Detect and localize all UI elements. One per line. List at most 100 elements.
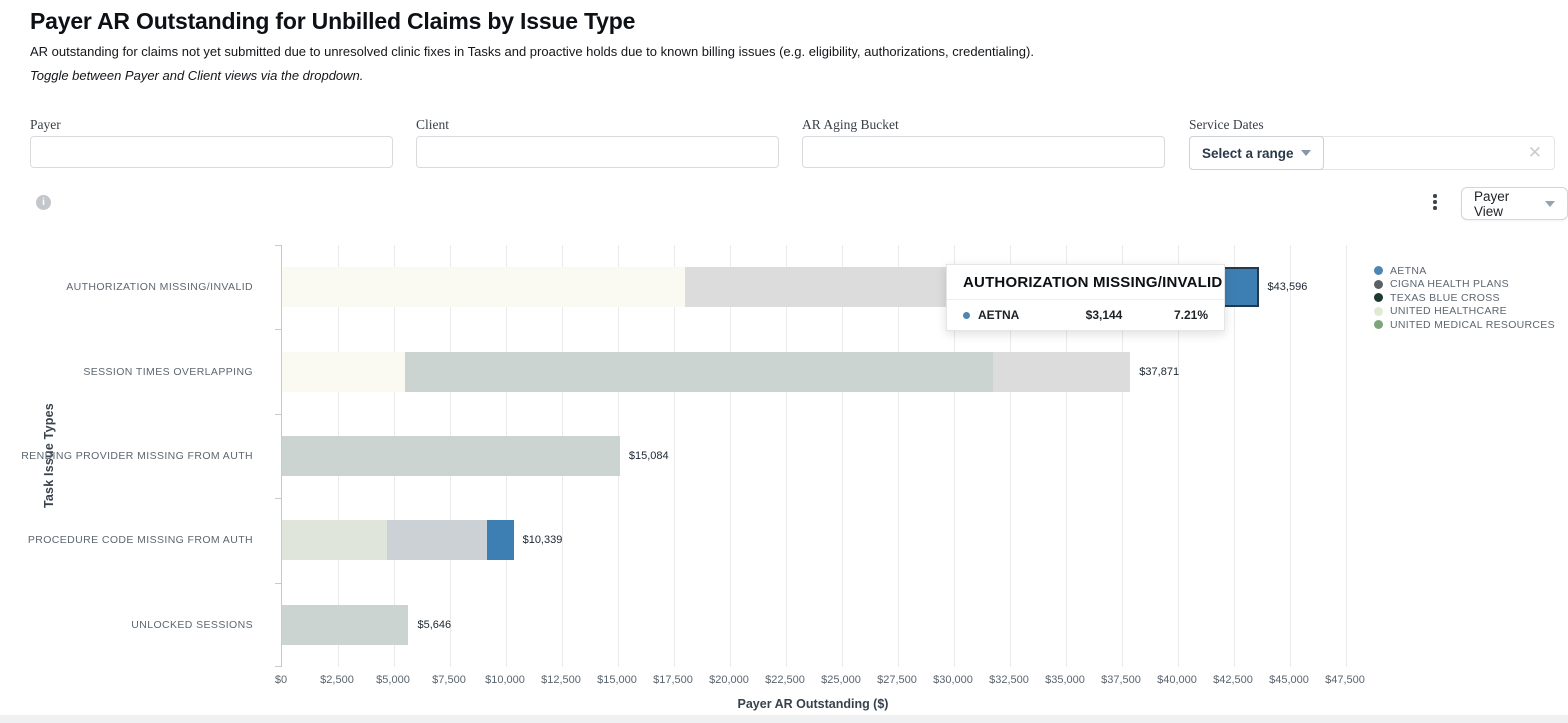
gridline [730, 245, 731, 667]
bar-segment[interactable] [387, 520, 487, 561]
bar-value-label: $43,596 [1267, 281, 1308, 294]
bar-segment[interactable] [282, 604, 409, 645]
chevron-down-icon [1300, 150, 1311, 156]
gridline [786, 245, 787, 667]
x-tick-label: $15,000 [597, 674, 637, 686]
x-tick-label: $40,000 [1157, 674, 1197, 686]
chevron-down-icon [1545, 200, 1555, 207]
bar-segment[interactable] [282, 520, 388, 561]
gridline [1290, 245, 1291, 667]
x-tick-label: $5,000 [376, 674, 410, 686]
category-label: RENDING PROVIDER MISSING FROM AUTH [21, 450, 253, 462]
clear-dates-icon[interactable]: ✕ [1527, 143, 1542, 162]
page-subtitle: AR outstanding for claims not yet submit… [30, 44, 1034, 59]
gridline [1066, 245, 1067, 667]
x-tick-label: $42,500 [1213, 674, 1253, 686]
bar-segment[interactable] [993, 351, 1131, 392]
y-axis-category-labels: AUTHORIZATION MISSING/INVALID SESSION TIM… [0, 245, 267, 667]
category-label: UNLOCKED SESSIONS [131, 618, 253, 631]
x-tick-label: $37,500 [1101, 674, 1141, 686]
gridline [1178, 245, 1179, 667]
x-tick-label: $47,500 [1325, 674, 1365, 686]
legend-label: UNITED MEDICAL RESOURCES [1390, 318, 1555, 331]
bar-segment[interactable] [282, 267, 686, 308]
legend-label: TEXAS BLUE CROSS [1390, 291, 1500, 304]
gridline [1122, 245, 1123, 667]
legend-dot-icon [1374, 293, 1383, 302]
gridline [898, 245, 899, 667]
x-tick-label: $20,000 [709, 674, 749, 686]
legend-label: UNITED HEALTHCARE [1390, 305, 1507, 317]
service-dates-filter-label: Service Dates [1189, 117, 1264, 132]
x-tick-label: $30,000 [933, 674, 973, 686]
y-axis-tick [275, 582, 281, 584]
gridline [1010, 245, 1011, 667]
chart-tooltip: AUTHORIZATION MISSING/INVALID AETNA $3,14… [946, 264, 1225, 331]
x-tick-label: $35,000 [1045, 674, 1085, 686]
y-axis-tick [275, 329, 281, 331]
category-label: SESSION TIMES OVERLAPPING [83, 365, 253, 378]
bar-value-label: $10,339 [522, 534, 563, 547]
x-axis-ticks: $0 $2,500 $5,000 $7,500 $10,000 $12,500 $15,00… [275, 674, 1365, 690]
service-dates-control: Select a range ✕ [1189, 136, 1555, 170]
legend-dot-icon [1374, 279, 1383, 289]
category-label: AUTHORIZATION MISSING/INVALID [66, 281, 253, 294]
x-tick-label: $7,500 [432, 674, 466, 686]
payer-filter-label: Payer [30, 117, 61, 132]
select-range-dropdown[interactable]: Select a range [1189, 136, 1324, 170]
chart-legend: AETNA CIGNA HEALTH PLANS TEXAS BLUE CROSS U… [1374, 264, 1555, 332]
bar-value-label: $5,646 [417, 618, 452, 631]
bottom-strip [0, 715, 1568, 723]
y-axis-tick [275, 498, 281, 500]
tooltip-val: $3,144 [1085, 308, 1123, 322]
gridline [1234, 245, 1235, 667]
bar-segment[interactable] [282, 351, 406, 392]
tooltip-series-dot-icon [963, 311, 970, 319]
view-selector-label: Payer View [1474, 188, 1510, 219]
tooltip-header: AUTHORIZATION MISSING/INVALID [947, 265, 1224, 300]
legend-dot-icon [1374, 320, 1383, 329]
page-note: Toggle between Payer and Client views vi… [30, 68, 364, 83]
x-tick-label: $17,500 [653, 674, 693, 686]
x-tick-label: $10,000 [485, 674, 525, 686]
y-axis-tick [275, 413, 281, 415]
legend-item[interactable]: UNITED MEDICAL RESOURCES [1374, 318, 1555, 331]
client-filter-input[interactable] [416, 136, 779, 168]
legend-label: CIGNA HEALTH PLANS [1390, 278, 1509, 290]
ar-aging-filter-input[interactable] [802, 136, 1165, 168]
category-label: PROCEDURE CODE MISSING FROM AUTH [27, 534, 253, 547]
x-tick-label: $45,000 [1269, 674, 1309, 686]
bar-segment[interactable] [282, 436, 620, 476]
bar-segment[interactable] [405, 351, 994, 392]
y-axis-tick [275, 245, 281, 246]
gridline [954, 245, 955, 667]
legend-item[interactable]: TEXAS BLUE CROSS [1374, 291, 1555, 304]
legend-label: AETNA [1390, 264, 1427, 277]
kebab-menu-icon[interactable] [1429, 192, 1441, 212]
bar-segment[interactable] [486, 520, 514, 561]
bar-value-label: $37,871 [1139, 365, 1180, 378]
view-selector-button[interactable]: Payer View [1461, 187, 1568, 220]
page-title: Payer AR Outstanding for Unbilled Claims… [30, 8, 636, 34]
gridline [842, 245, 843, 667]
gridline [1346, 245, 1347, 667]
x-tick-label: $27,500 [877, 674, 917, 686]
bar-value-label: $15,084 [628, 450, 669, 462]
legend-dot-icon [1374, 306, 1383, 316]
select-range-label: Select a range [1202, 145, 1294, 161]
gridline [674, 245, 675, 667]
legend-item[interactable]: UNITED HEALTHCARE [1374, 305, 1555, 318]
legend-item[interactable]: CIGNA HEALTH PLANS [1374, 278, 1555, 291]
x-axis-title: Payer AR Outstanding ($) [737, 697, 889, 711]
payer-filter-input[interactable] [30, 136, 393, 168]
x-tick-label: $25,000 [821, 674, 861, 686]
tooltip-row: AETNA $3,144 7.21% [947, 300, 1224, 330]
x-tick-label: $2,500 [320, 674, 354, 686]
tooltip-name: AETNA [978, 308, 1020, 322]
client-filter-label: Client [416, 117, 449, 132]
legend-item[interactable]: AETNA [1374, 264, 1555, 277]
info-icon[interactable]: i [36, 195, 51, 210]
tooltip-pct: 7.21% [1173, 308, 1208, 322]
x-tick-label: $32,500 [989, 674, 1029, 686]
x-tick-label: $0 [274, 674, 288, 686]
